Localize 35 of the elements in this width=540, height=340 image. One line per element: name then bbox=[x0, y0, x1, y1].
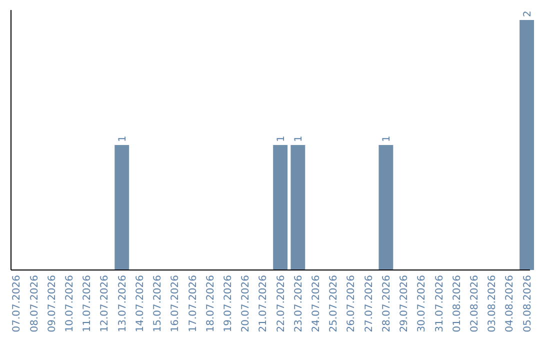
data-label: 1 bbox=[117, 136, 128, 142]
x-tick-label: 30.07.2026 bbox=[416, 275, 428, 332]
data-label: 1 bbox=[293, 136, 304, 142]
x-tick-label: 19.07.2026 bbox=[222, 275, 234, 332]
x-tick-label: 28.07.2026 bbox=[381, 275, 392, 332]
x-tick-label: 14.07.2026 bbox=[134, 275, 146, 332]
x-tick-label: 20.07.2026 bbox=[240, 275, 252, 332]
data-label: 1 bbox=[381, 136, 392, 142]
x-tick-label: 04.08.2026 bbox=[504, 275, 516, 332]
x-tick-label: 31.07.2026 bbox=[434, 275, 446, 332]
x-tick-label: 22.07.2026 bbox=[276, 275, 287, 332]
x-tick-label: 09.07.2026 bbox=[46, 275, 58, 332]
x-tick-label: 18.07.2026 bbox=[205, 275, 216, 332]
x-tick-label: 11.07.2026 bbox=[82, 275, 94, 332]
x-tick-label: 08.07.2026 bbox=[29, 275, 40, 332]
x-tick-label: 05.08.2026 bbox=[522, 275, 534, 332]
x-tick-label: 03.08.2026 bbox=[487, 275, 498, 332]
x-tick-label: 02.08.2026 bbox=[469, 275, 480, 332]
x-tick-label: 26.07.2026 bbox=[346, 275, 358, 332]
x-tick-label: 16.07.2026 bbox=[170, 275, 182, 332]
data-label: 2 bbox=[522, 10, 534, 17]
x-tick-label: 10.07.2026 bbox=[64, 275, 76, 332]
data-label: 1 bbox=[276, 136, 287, 142]
x-tick-label: 13.07.2026 bbox=[117, 275, 128, 332]
x-tick-label: 17.07.2026 bbox=[188, 275, 199, 332]
x-tick-label: 07.07.2026 bbox=[12, 275, 23, 332]
x-tick-label: 29.07.2026 bbox=[399, 275, 410, 332]
x-tick-label: 25.07.2026 bbox=[328, 275, 340, 332]
x-tick-label: 23.07.2026 bbox=[293, 275, 304, 332]
x-tick-label: 01.08.2026 bbox=[452, 275, 463, 332]
x-tick-label: 15.07.2026 bbox=[152, 275, 164, 332]
x-tick-label: 24.07.2026 bbox=[311, 275, 322, 332]
x-tick-label: 27.07.2026 bbox=[364, 275, 375, 332]
x-tick-label: 21.07.2026 bbox=[258, 275, 270, 332]
x-tick-label: 12.07.2026 bbox=[100, 275, 111, 332]
